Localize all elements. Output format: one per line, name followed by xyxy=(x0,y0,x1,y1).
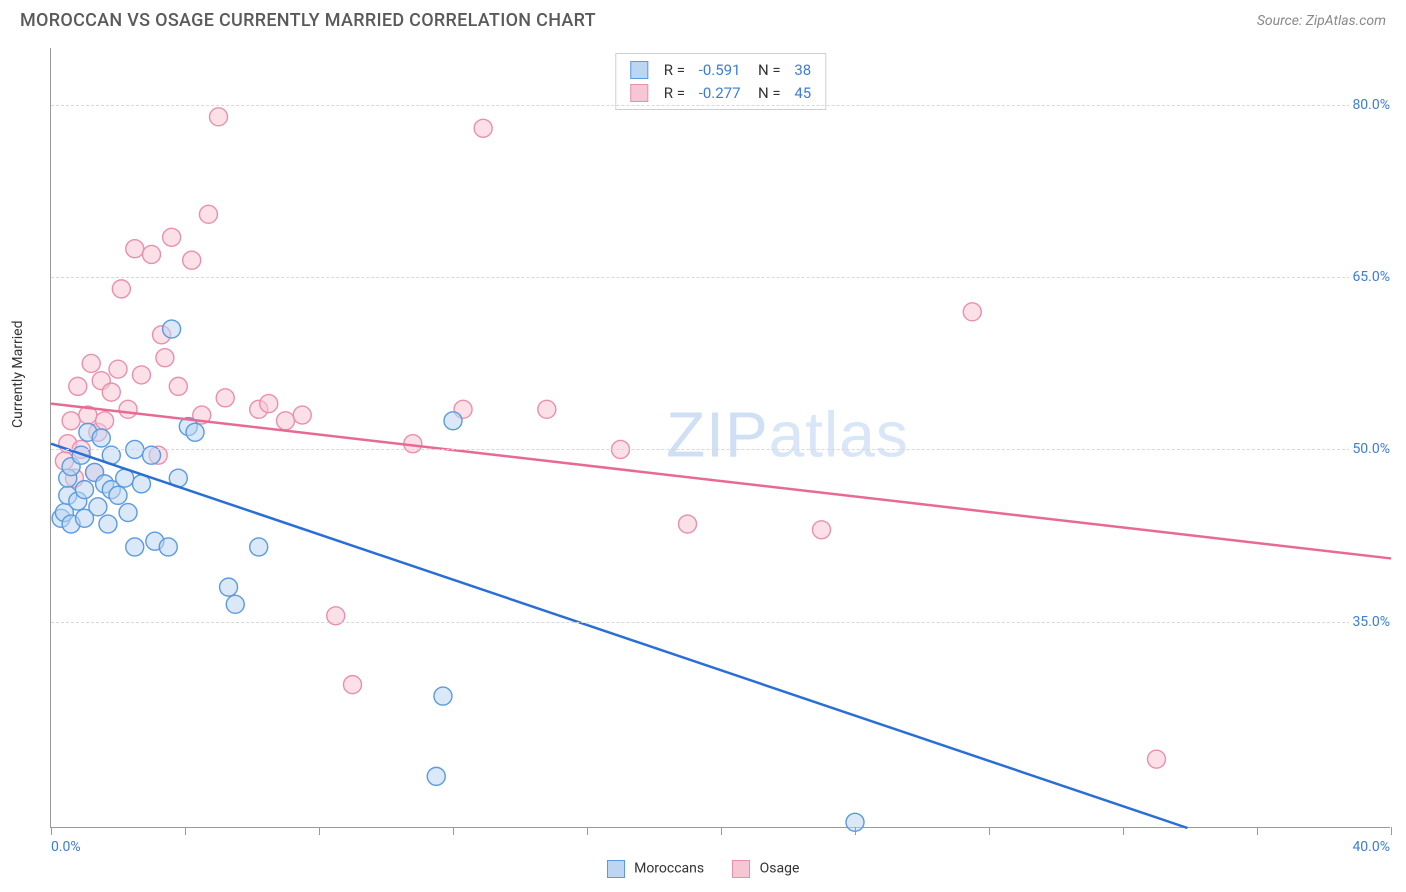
y-tick-label: 65.0% xyxy=(1349,269,1393,285)
data-point xyxy=(99,515,117,533)
data-point xyxy=(813,521,831,539)
data-point xyxy=(109,360,127,378)
data-point xyxy=(112,280,130,298)
data-point xyxy=(220,578,238,596)
data-point xyxy=(444,412,462,430)
x-tick xyxy=(989,827,990,835)
plot-svg xyxy=(51,48,1390,827)
data-point xyxy=(216,389,234,407)
data-point xyxy=(199,205,217,223)
y-tick-label: 50.0% xyxy=(1349,441,1393,457)
trend-line xyxy=(51,404,1391,559)
bottom-legend: Moroccans Osage xyxy=(0,860,1406,878)
data-point xyxy=(82,354,100,372)
y-tick-label: 80.0% xyxy=(1349,97,1393,113)
data-point xyxy=(183,251,201,269)
data-point xyxy=(434,687,452,705)
header-bar: MOROCCAN VS OSAGE CURRENTLY MARRIED CORR… xyxy=(0,0,1406,36)
data-point xyxy=(119,400,137,418)
y-tick-label: 35.0% xyxy=(1349,614,1393,630)
data-point xyxy=(344,676,362,694)
data-point xyxy=(132,366,150,384)
data-point xyxy=(62,412,80,430)
data-point xyxy=(89,498,107,516)
data-point xyxy=(76,481,94,499)
data-point xyxy=(126,240,144,258)
chart-plot-area: ZIPatlas R = -0.591 N = 38 R = -0.277 N … xyxy=(50,48,1390,828)
data-point xyxy=(163,228,181,246)
data-point xyxy=(169,377,187,395)
grid-line xyxy=(51,277,1390,278)
data-point xyxy=(119,504,137,522)
data-point xyxy=(159,538,177,556)
bottom-label-osage: Osage xyxy=(760,861,800,877)
data-point xyxy=(186,423,204,441)
x-tick xyxy=(319,827,320,835)
data-point xyxy=(474,119,492,137)
chart-title: MOROCCAN VS OSAGE CURRENTLY MARRIED CORR… xyxy=(20,10,596,31)
x-label-right: 40.0% xyxy=(1352,839,1390,855)
grid-line xyxy=(51,622,1390,623)
x-tick xyxy=(185,827,186,835)
bottom-legend-item-moroccans: Moroccans xyxy=(607,860,705,878)
legend-r-moroccans: -0.591 xyxy=(699,59,741,82)
x-tick xyxy=(453,827,454,835)
x-label-left: 0.0% xyxy=(51,839,81,855)
data-point xyxy=(96,412,114,430)
data-point xyxy=(226,595,244,613)
x-tick xyxy=(587,827,588,835)
bottom-legend-item-osage: Osage xyxy=(732,860,799,878)
legend-n-osage: 45 xyxy=(794,82,811,105)
data-point xyxy=(427,767,445,785)
grid-line xyxy=(51,449,1390,450)
bottom-swatch-moroccans xyxy=(607,860,625,878)
x-tick xyxy=(1257,827,1258,835)
data-point xyxy=(260,395,278,413)
legend-n-moroccans: 38 xyxy=(794,59,811,82)
data-point xyxy=(963,303,981,321)
x-tick xyxy=(1391,827,1392,835)
data-point xyxy=(293,406,311,424)
source-label: Source: ZipAtlas.com xyxy=(1257,13,1386,29)
legend-row-osage: R = -0.277 N = 45 xyxy=(630,82,811,105)
data-point xyxy=(109,486,127,504)
x-tick xyxy=(51,827,52,835)
y-axis-title: Currently Married xyxy=(10,321,26,428)
data-point xyxy=(277,412,295,430)
trend-line xyxy=(51,444,1187,828)
bottom-label-moroccans: Moroccans xyxy=(634,861,704,877)
x-tick xyxy=(855,827,856,835)
data-point xyxy=(210,108,228,126)
data-point xyxy=(102,383,120,401)
data-point xyxy=(143,245,161,263)
x-tick xyxy=(1123,827,1124,835)
legend-swatch-osage xyxy=(630,84,648,102)
grid-line xyxy=(51,105,1390,106)
data-point xyxy=(163,320,181,338)
legend-box: R = -0.591 N = 38 R = -0.277 N = 45 xyxy=(615,53,826,110)
data-point xyxy=(538,400,556,418)
bottom-swatch-osage xyxy=(732,860,750,878)
data-point xyxy=(156,349,174,367)
x-tick xyxy=(721,827,722,835)
data-point xyxy=(92,429,110,447)
data-point xyxy=(69,377,87,395)
legend-row-moroccans: R = -0.591 N = 38 xyxy=(630,59,811,82)
data-point xyxy=(679,515,697,533)
data-point xyxy=(126,538,144,556)
legend-r-osage: -0.277 xyxy=(699,82,741,105)
legend-swatch-moroccans xyxy=(630,61,648,79)
data-point xyxy=(250,538,268,556)
data-point xyxy=(1148,750,1166,768)
